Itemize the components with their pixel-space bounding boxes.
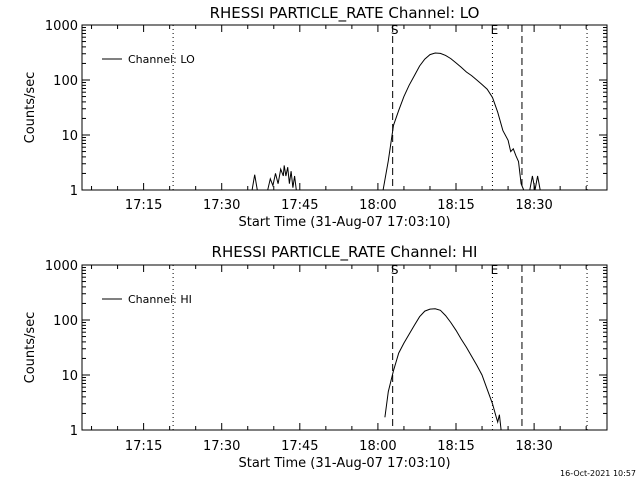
y-tick-label: 1 xyxy=(70,424,78,439)
x-tick-label: 17:15 xyxy=(125,198,162,213)
marker-label: E xyxy=(491,263,499,277)
x-tick-label: 17:30 xyxy=(203,198,240,213)
x-axis-label: Start Time (31-Aug-07 17:03:10) xyxy=(238,215,450,230)
x-tick-label: 17:15 xyxy=(125,439,162,454)
legend-label: Channel: HI xyxy=(128,293,192,306)
marker-label: S xyxy=(391,23,399,37)
legend-label: Channel: LO xyxy=(128,53,195,66)
series-line xyxy=(384,308,502,431)
y-tick-label: 100 xyxy=(53,74,78,89)
x-tick-label: 18:30 xyxy=(515,439,552,454)
timestamp-label: 16-Oct-2021 10:57 xyxy=(560,469,636,478)
marker-label: S xyxy=(391,263,399,277)
y-tick-label: 1000 xyxy=(45,19,78,34)
x-tick-label: 18:15 xyxy=(437,198,474,213)
x-tick-label: 17:30 xyxy=(203,439,240,454)
y-tick-label: 1 xyxy=(70,184,78,199)
x-tick-label: 18:30 xyxy=(515,198,552,213)
x-tick-label: 17:45 xyxy=(281,198,318,213)
x-tick-label: 18:00 xyxy=(359,198,396,213)
plot-frame xyxy=(81,264,608,431)
x-tick-label: 18:15 xyxy=(437,439,474,454)
marker-label: E xyxy=(491,23,499,37)
series-line xyxy=(251,52,541,191)
y-tick-label: 10 xyxy=(61,369,78,384)
y-tick-label: 10 xyxy=(61,129,78,144)
x-axis-label: Start Time (31-Aug-07 17:03:10) xyxy=(238,456,450,471)
chart-title: RHESSI PARTICLE_RATE Channel: LO xyxy=(210,4,480,23)
chart-title: RHESSI PARTICLE_RATE Channel: HI xyxy=(212,243,478,262)
y-axis-label: Counts/sec xyxy=(23,312,38,384)
y-tick-label: 100 xyxy=(53,314,78,329)
y-axis-label: Counts/sec xyxy=(23,72,38,144)
y-tick-label: 1000 xyxy=(45,259,78,274)
x-tick-label: 17:45 xyxy=(281,439,318,454)
x-tick-label: 18:00 xyxy=(359,439,396,454)
